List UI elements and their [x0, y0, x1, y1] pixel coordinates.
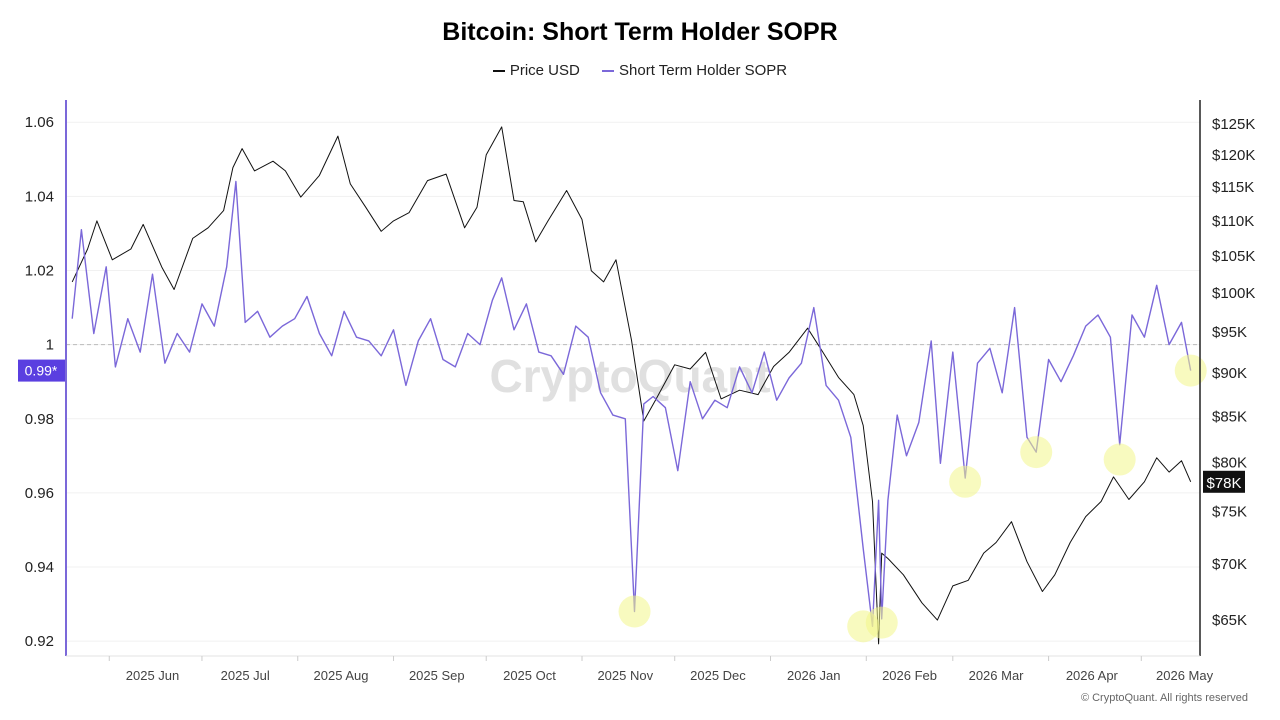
y-right-tick-$110K: $110K: [1212, 213, 1254, 230]
dip-highlight-4: [1020, 436, 1053, 469]
sopr-value-marker-bg: [18, 359, 65, 382]
y-left-tick-1: 1: [46, 337, 54, 354]
sopr-value-marker: 0.99*: [25, 363, 58, 379]
x-tick-5: 2025 Nov: [597, 668, 653, 683]
price-value-marker: $78K: [1206, 475, 1241, 492]
y-right-tick-$95K: $95K: [1212, 324, 1247, 341]
y-right-tick-$75K: $75K: [1212, 504, 1247, 521]
x-tick-8: 2026 Feb: [882, 668, 937, 683]
legend: Price USD Short Term Holder SOPR: [0, 62, 1280, 79]
dip-highlight-6: [1174, 354, 1207, 387]
y-right-tick-$105K: $105K: [1212, 248, 1255, 265]
x-tick-10: 2026 Apr: [1066, 668, 1119, 683]
legend-swatch-sopr: [602, 70, 615, 73]
axes: 1.06 1.04 1.02 1 0.98 0.96 0.94 0.92 $125K $120K $…: [25, 100, 1255, 683]
value-markers: 0.99* $78K: [18, 359, 1245, 493]
chart-title: Bitcoin: Short Term Holder SOPR: [442, 18, 838, 46]
x-tick-0: 2025 Jun: [126, 668, 180, 683]
watermark: CryptoQuant: [489, 350, 770, 402]
legend-swatch-price: [492, 70, 505, 73]
y-left-tick-0.96: 0.96: [25, 485, 54, 502]
y-right-tick-$85K: $85K: [1212, 409, 1247, 426]
copyright: © CryptoQuant. All rights reserved: [1080, 692, 1248, 704]
y-right-tick-$70K: $70K: [1212, 556, 1247, 573]
legend-label-price: Price USD: [509, 62, 580, 79]
dip-highlight-2: [865, 606, 898, 639]
x-tick-6: 2025 Dec: [690, 668, 746, 683]
y-right-tick-$80K: $80K: [1212, 455, 1247, 472]
x-tick-9: 2026 Mar: [969, 668, 1025, 683]
x-tick-2: 2025 Aug: [314, 668, 369, 683]
legend-label-sopr: Short Term Holder SOPR: [619, 62, 788, 79]
x-tick-11: 2026 May: [1156, 668, 1214, 683]
y-right-tick-$120K: $120K: [1212, 147, 1255, 164]
price-value-marker-bg: [1203, 470, 1245, 493]
y-left-tick-0.92: 0.92: [25, 633, 54, 650]
y-right-tick-$65K: $65K: [1212, 612, 1247, 629]
dip-highlight-3: [949, 465, 982, 498]
sopr-line: [71, 180, 1192, 627]
y-right-tick-$90K: $90K: [1212, 365, 1247, 382]
price-line: [71, 126, 1192, 645]
y-right-tick-$100K: $100K: [1212, 285, 1255, 302]
x-tick-7: 2026 Jan: [787, 668, 841, 683]
legend-item-price[interactable]: Price USD: [492, 62, 580, 79]
dip-highlight-5: [1103, 443, 1136, 476]
series-lines: [71, 126, 1192, 645]
x-tick-1: 2025 Jul: [221, 668, 270, 683]
dip-highlights: [618, 354, 1207, 643]
y-right-tick-$115K: $115K: [1212, 179, 1254, 196]
y-left-tick-1.02: 1.02: [25, 263, 54, 280]
y-left-tick-1.06: 1.06: [25, 114, 54, 131]
y-left-tick-1.04: 1.04: [25, 188, 54, 205]
legend-item-sopr[interactable]: Short Term Holder SOPR: [602, 62, 787, 79]
y-left-tick-0.98: 0.98: [25, 411, 54, 428]
dip-highlight-0: [618, 595, 651, 628]
y-right-tick-$125K: $125K: [1212, 116, 1255, 133]
x-tick-4: 2025 Oct: [503, 668, 556, 683]
y-left-tick-0.94: 0.94: [25, 559, 54, 576]
x-tick-3: 2025 Sep: [409, 668, 465, 683]
